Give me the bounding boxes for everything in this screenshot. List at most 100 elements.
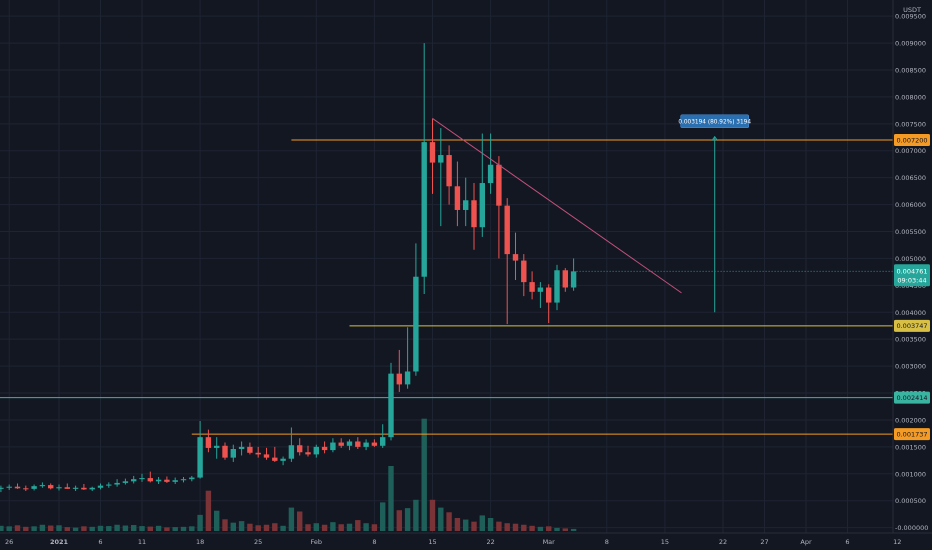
volume-bar (214, 510, 220, 531)
candle-body (521, 260, 527, 283)
volume-bar (438, 507, 444, 531)
candle-body (371, 442, 378, 446)
volume-bar (355, 520, 361, 531)
volume-bar (388, 466, 394, 531)
volume-bar (272, 523, 278, 531)
candle-body (496, 164, 502, 206)
volume-bar (487, 518, 494, 531)
price-tick-label: 0.009500 (895, 13, 926, 21)
volume-bar (504, 523, 510, 531)
candle-body (6, 486, 12, 488)
candle-body (338, 442, 344, 446)
candle-body (388, 373, 394, 438)
candle-body (97, 485, 104, 488)
price-tick-label: 0.006500 (895, 174, 926, 182)
horizontal-levels[interactable] (0, 139, 893, 435)
volume-bar (479, 515, 485, 531)
time-tick-label: 26 (5, 538, 13, 546)
candle-body (197, 437, 203, 478)
candle-body (48, 485, 54, 489)
price-tick-label: 0.001500 (895, 443, 926, 451)
candle-body (180, 479, 187, 481)
volume-bar (23, 526, 29, 531)
volume-bar (247, 523, 253, 531)
candle-body (255, 452, 261, 455)
volume-bar (463, 519, 469, 531)
candle-body (214, 445, 220, 448)
volume-bar (454, 518, 461, 531)
candle-body (172, 480, 178, 482)
time-tick-label: 18 (196, 538, 204, 546)
price-tick-label: 0.003500 (895, 336, 926, 344)
candle-body (479, 183, 485, 228)
time-tick-label: 22 (719, 538, 727, 546)
volume-bar (0, 525, 4, 531)
volume-bar (263, 524, 270, 531)
price-tick-label: 0.000500 (895, 497, 926, 505)
drawings[interactable]: 0.003194 (80.92%) 3194 (432, 114, 752, 313)
volume-bar (255, 525, 261, 531)
volume-bar (413, 499, 419, 531)
volume-bar (14, 525, 21, 531)
candle-body (404, 371, 411, 385)
candle-body (247, 446, 253, 453)
candle-body (56, 487, 62, 489)
volume-bar (238, 521, 245, 531)
candle-body (230, 449, 236, 458)
candle-body (396, 373, 402, 385)
price-tick-label: 0.007500 (895, 120, 926, 128)
candle-body (305, 452, 311, 455)
candle-body (263, 454, 270, 458)
volume-bar (288, 507, 295, 531)
time-tick-label: 15 (661, 538, 669, 546)
candle-body (139, 478, 145, 480)
candle-body (114, 482, 120, 485)
volume-bar (197, 514, 203, 531)
candle-body (421, 142, 427, 277)
last-price-label: 0.004761 (896, 267, 927, 275)
volume-bar (396, 510, 402, 531)
candle-body (272, 457, 278, 461)
descending-trendline[interactable] (432, 118, 682, 294)
candle-body (64, 487, 70, 489)
time-tick-label: 25 (254, 538, 262, 546)
time-tick-label: 6 (845, 538, 849, 546)
volume-bar (189, 526, 195, 531)
bar-countdown-label: 09:03:44 (897, 276, 926, 284)
time-tick-label: 12 (893, 538, 901, 546)
candle-body (413, 276, 419, 372)
volume-bar (537, 526, 544, 531)
volume-bars (0, 418, 577, 531)
candle-body (189, 477, 195, 480)
volume-bar (529, 525, 535, 531)
candle-body (529, 282, 535, 292)
volume-bar (222, 519, 228, 531)
candle-body (155, 479, 162, 482)
candle-body (205, 437, 212, 448)
volume-bar (363, 523, 369, 531)
volume-bar (313, 523, 319, 531)
candle-body (330, 442, 336, 451)
time-tick-label: 2021 (50, 538, 69, 546)
price-tick-label: 0.008500 (895, 66, 926, 74)
lower-support-line-price-label: 0.001737 (896, 430, 927, 438)
candle-body (81, 487, 87, 490)
volume-bar (496, 521, 502, 531)
candle-body (14, 486, 21, 489)
time-tick-label: 15 (428, 538, 436, 546)
volume-bar (521, 524, 527, 531)
time-tick-label: Mar (543, 538, 556, 546)
price-tick-label: 0.005000 (895, 255, 926, 263)
time-axis[interactable]: 26 2021 6 11 18 25 Feb 8 15 22 Mar 8 15 22 27 Apr 6 12 (5, 538, 901, 546)
candle-body (355, 441, 361, 447)
arrow-head-icon (711, 135, 719, 142)
volume-bar (404, 508, 411, 531)
candle-body (288, 445, 295, 459)
green-level-line-price-badge (894, 391, 930, 404)
volume-bar (205, 490, 212, 531)
volume-bar (131, 525, 137, 531)
candle-body (562, 270, 568, 288)
price-tick-label: 0.004000 (895, 309, 926, 317)
